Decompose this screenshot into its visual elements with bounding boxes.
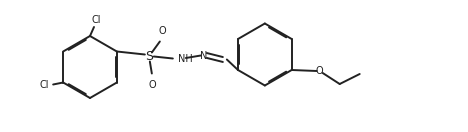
Text: NH: NH — [178, 53, 193, 63]
Text: O: O — [148, 79, 156, 89]
Text: O: O — [158, 25, 166, 36]
Text: S: S — [145, 50, 153, 63]
Text: O: O — [316, 66, 323, 76]
Text: Cl: Cl — [40, 79, 49, 89]
Text: Cl: Cl — [91, 15, 101, 25]
Text: N: N — [200, 51, 207, 60]
